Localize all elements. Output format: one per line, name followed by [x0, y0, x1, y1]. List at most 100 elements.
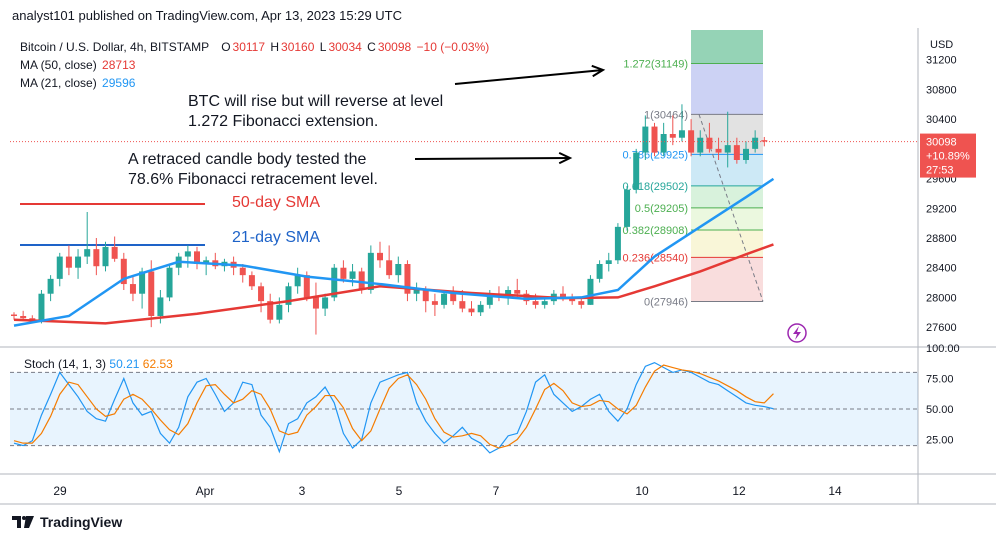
annotation-fib-extension: BTC will rise but will reverse at level … — [188, 92, 443, 132]
candle-body — [239, 267, 246, 276]
candle-body — [413, 290, 420, 294]
ohlc-low: 30034 — [328, 40, 362, 54]
fib-zone — [691, 257, 763, 302]
candle-body — [441, 293, 448, 305]
stoch-k-line — [13, 361, 774, 454]
time-tick-label: 3 — [299, 484, 306, 498]
fib-zone — [691, 154, 763, 186]
ohlc-open: 30117 — [232, 40, 266, 54]
price-tick-label: 31200 — [926, 55, 957, 67]
candle-body — [157, 297, 164, 316]
candle-body — [38, 293, 45, 320]
candle-body — [294, 275, 301, 287]
candle-body — [633, 152, 640, 190]
candle-body — [724, 145, 731, 153]
candle-body — [386, 260, 393, 276]
stoch-legend[interactable]: Stoch (14, 1, 3) 50.21 62.53 — [24, 357, 173, 371]
bar-countdown: 27:53 — [926, 165, 954, 177]
candle-body — [377, 252, 383, 261]
fib-zone — [691, 63, 763, 115]
price-tick-label: 30400 — [926, 114, 957, 126]
candle-body — [139, 271, 146, 294]
candle-body — [532, 301, 539, 305]
ma50-row[interactable]: MA (50, close) 28713 — [20, 56, 491, 74]
tradingview-footer[interactable]: TradingView — [12, 514, 122, 530]
candle-body — [541, 301, 548, 305]
candle-body — [312, 297, 319, 309]
ma21-row[interactable]: MA (21, close) 29596 — [20, 74, 491, 92]
candle-body — [422, 290, 429, 302]
candle-body — [697, 137, 704, 153]
candle-body — [678, 130, 685, 138]
candle-body — [752, 137, 759, 149]
candle-body — [395, 264, 402, 276]
candle-body — [761, 140, 768, 142]
candle-body — [505, 290, 512, 298]
candle-body — [523, 293, 530, 302]
candle-body — [47, 278, 54, 294]
publish-header: analyst101 published on TradingView.com,… — [12, 8, 403, 23]
last-price-value: 30098 — [926, 137, 957, 149]
fib-zone — [691, 207, 763, 230]
candle-body — [605, 260, 612, 264]
ohlc-high: 30160 — [281, 40, 315, 54]
candle-body — [578, 301, 585, 305]
ohlc-change: −10 (−0.03%) — [416, 40, 490, 54]
candle-body — [84, 249, 91, 257]
candle-body — [184, 251, 191, 257]
price-tick-label: 27600 — [926, 322, 957, 334]
candle-body — [29, 318, 36, 320]
ohlc-low-label: L — [319, 40, 327, 54]
annotation-line: A retraced candle body tested the — [128, 151, 367, 168]
last-price-badge — [920, 133, 976, 178]
candle-body — [11, 314, 17, 316]
ma21-label: MA (21, close) — [20, 76, 97, 90]
candle-body — [148, 271, 155, 316]
lightning-icon-glyph — [793, 326, 801, 340]
price-tick-label: 30800 — [926, 84, 957, 96]
chart-legend: Bitcoin / U.S. Dollar, 4h, BITSTAMP O 301… — [20, 38, 491, 92]
candle-body — [111, 246, 118, 259]
fib-zone — [691, 30, 763, 64]
time-tick-label: 5 — [396, 484, 403, 498]
ohlc-close: 30098 — [377, 40, 412, 54]
price-tick-label: 29200 — [926, 203, 957, 215]
ohlc-high-label: H — [270, 40, 280, 54]
ma21-value: 29596 — [102, 76, 136, 90]
candle-body — [660, 134, 667, 153]
ohlc-open-label: O — [221, 40, 231, 54]
stoch-tick-label: 100.00 — [926, 343, 960, 355]
candle-body — [560, 293, 566, 298]
candle-body — [733, 145, 740, 160]
candle-body — [331, 267, 338, 298]
time-tick-label: 14 — [828, 484, 842, 498]
stoch-d-value: 62.53 — [142, 357, 173, 371]
currency-label: USD — [930, 39, 953, 51]
stoch-tick-label: 25.00 — [926, 435, 954, 447]
candle-body — [358, 271, 365, 290]
time-tick-label: 29 — [53, 484, 67, 498]
candle-body — [450, 293, 457, 302]
fib-level-label: 0.236(28540) — [623, 252, 688, 264]
sma21-label: 21-day SMA — [232, 229, 321, 246]
lightning-icon — [787, 323, 807, 343]
symbol-name[interactable]: Bitcoin / U.S. Dollar, 4h, BITSTAMP — [20, 40, 210, 54]
tradingview-brand: TradingView — [40, 514, 123, 530]
candle-body — [514, 290, 521, 294]
candle-body — [56, 256, 63, 279]
ma50-label: MA (50, close) — [20, 58, 97, 72]
fib-level-label: 1.272(31149) — [623, 59, 688, 71]
annotation-arrow-head — [591, 64, 606, 78]
candle-body — [642, 126, 649, 153]
candle-body — [743, 148, 749, 160]
candle-body — [322, 297, 329, 309]
candle-body — [669, 134, 676, 138]
candle-body — [587, 278, 594, 305]
last-price-change: +10.89% — [926, 151, 970, 163]
annotation-arrow — [414, 157, 571, 160]
candle-body — [65, 256, 72, 268]
candle-body — [93, 249, 100, 267]
candle-body — [614, 226, 621, 261]
stoch-d-line — [13, 364, 774, 449]
